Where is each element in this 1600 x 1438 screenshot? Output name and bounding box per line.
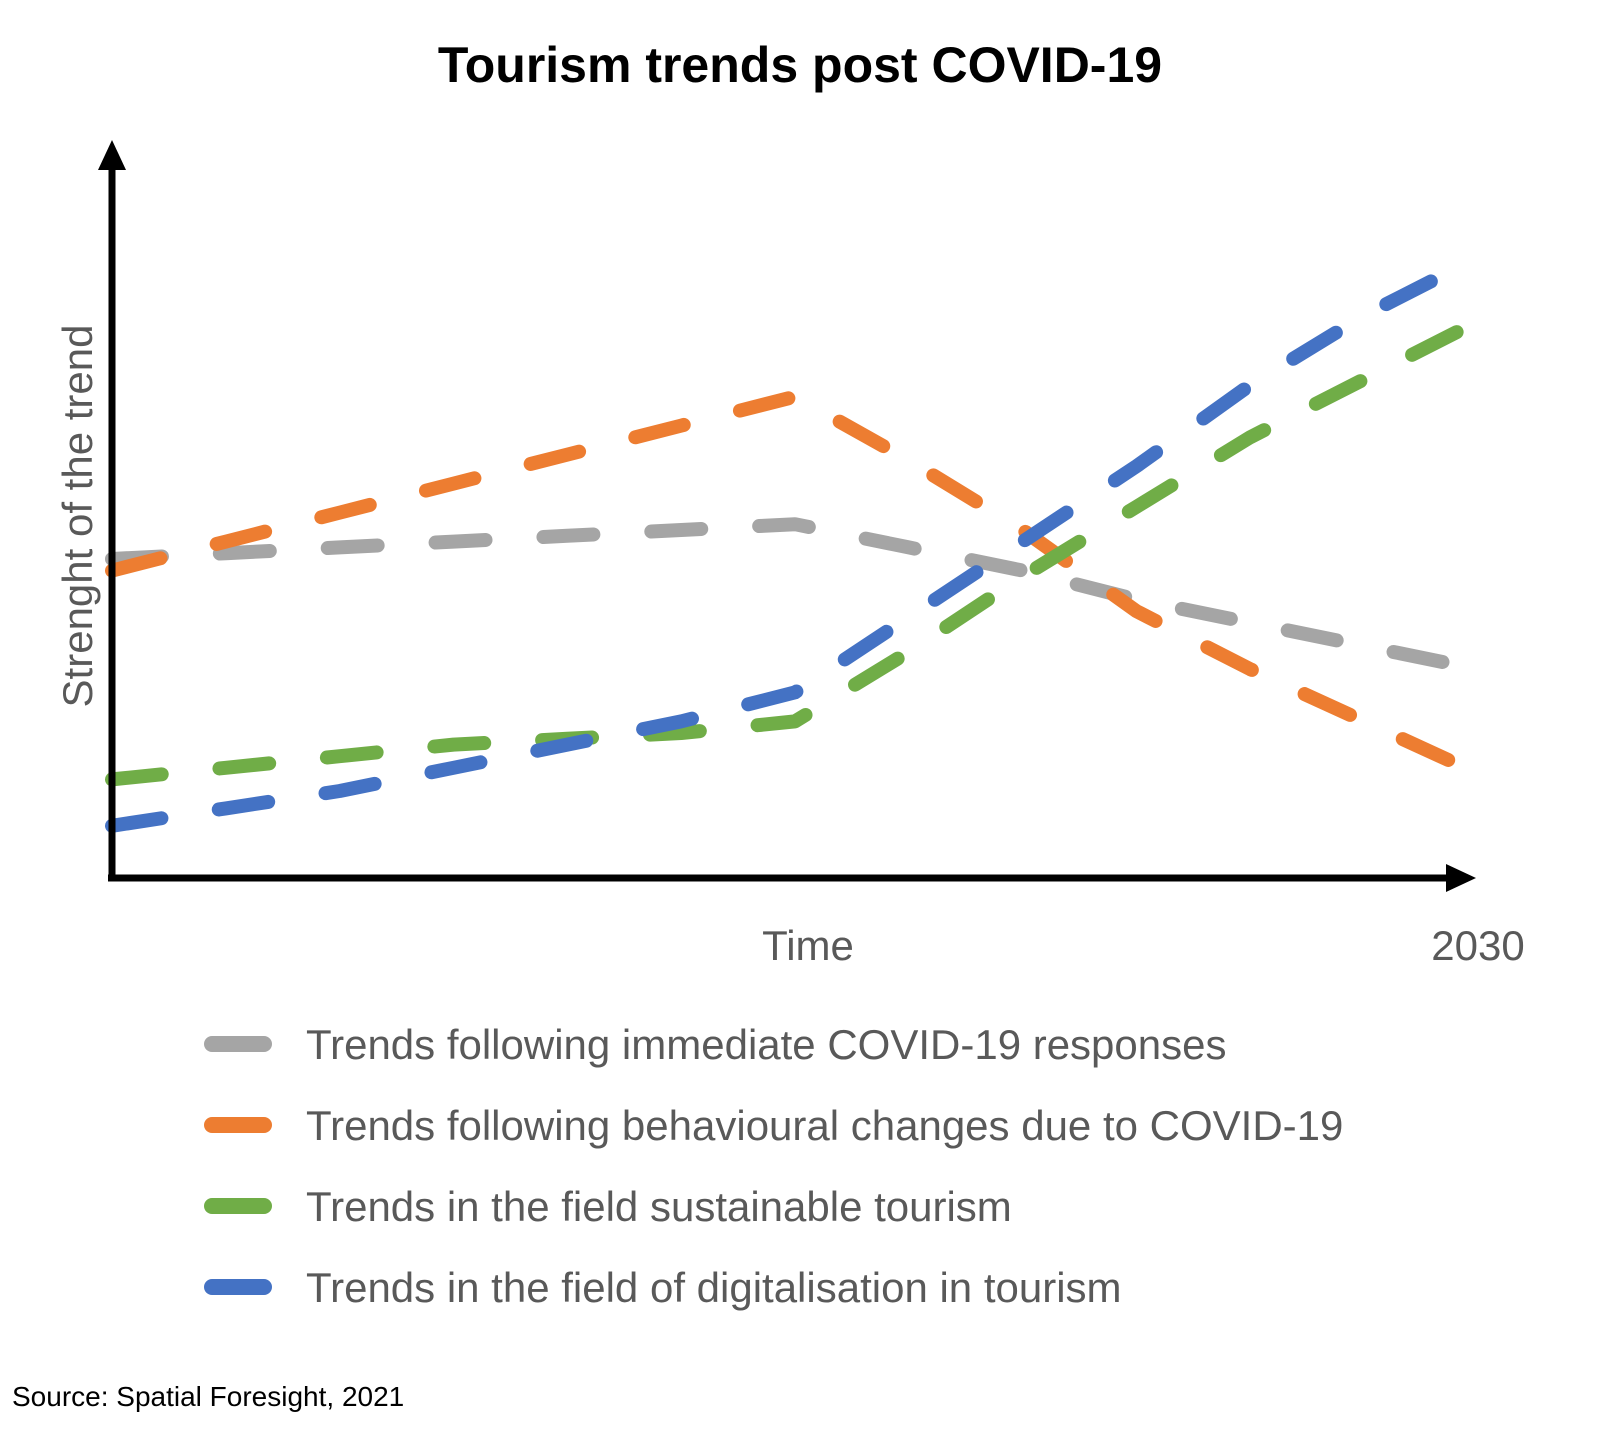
series-line-trends-following-behavioural-changes-due-to-covid-19 bbox=[105, 389, 1485, 781]
series-line-trends-in-the-field-of-digitalisation-in-tourism bbox=[105, 250, 1485, 833]
legend-label: Trends following immediate COVID-19 resp… bbox=[306, 1021, 1227, 1068]
legend-label: Trends in the field of digitalisation in… bbox=[306, 1264, 1122, 1311]
x-axis-arrow-icon bbox=[1446, 864, 1476, 892]
legend-label: Trends in the field sustainable tourism bbox=[306, 1183, 1012, 1230]
y-axis-arrow-icon bbox=[98, 140, 126, 170]
chart-title: Tourism trends post COVID-19 bbox=[438, 37, 1162, 93]
series-line-trends-in-the-field-sustainable-tourism bbox=[105, 314, 1485, 787]
x-axis-end-label: 2030 bbox=[1431, 922, 1524, 969]
legend-item: Trends following behavioural changes due… bbox=[204, 1102, 1343, 1149]
legend-item: Trends following immediate COVID-19 resp… bbox=[204, 1021, 1227, 1068]
legend: Trends following immediate COVID-19 resp… bbox=[204, 1021, 1343, 1311]
legend-label: Trends following behavioural changes due… bbox=[306, 1102, 1343, 1149]
legend-item: Trends in the field of digitalisation in… bbox=[204, 1264, 1122, 1311]
series-layer bbox=[105, 250, 1485, 833]
source-note: Source: Spatial Foresight, 2021 bbox=[12, 1381, 404, 1412]
x-axis-label: Time bbox=[762, 922, 854, 969]
series-line-trends-following-immediate-covid-19-responses bbox=[105, 517, 1485, 677]
y-axis-label: Strenght of the trend bbox=[54, 325, 101, 708]
legend-item: Trends in the field sustainable tourism bbox=[204, 1183, 1012, 1230]
